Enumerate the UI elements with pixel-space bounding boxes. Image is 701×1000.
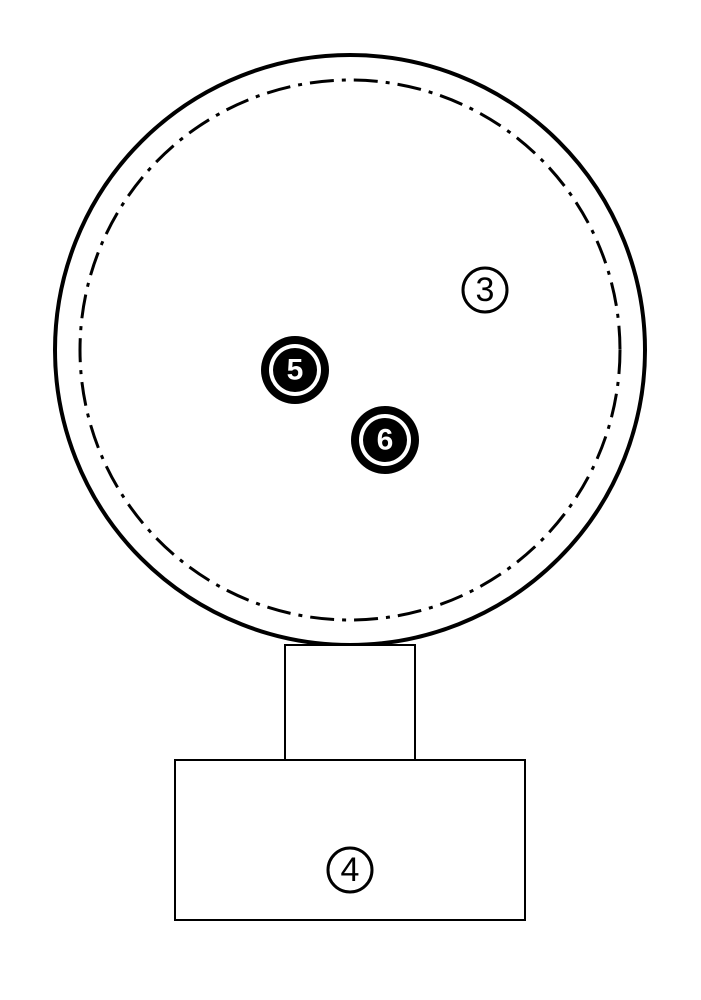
callout-3-text: 3 bbox=[476, 271, 495, 309]
diagram-canvas: 3 5 6 4 bbox=[0, 0, 701, 1000]
base-rect bbox=[175, 760, 525, 920]
callout-4-text: 4 bbox=[341, 851, 360, 889]
callout-5-text: 5 bbox=[287, 354, 304, 387]
neck-rect bbox=[285, 645, 415, 760]
outer-circle bbox=[55, 55, 645, 645]
callout-3: 3 bbox=[463, 268, 507, 312]
callout-5: 5 bbox=[261, 336, 329, 404]
callout-6-text: 6 bbox=[377, 424, 394, 457]
callout-6: 6 bbox=[351, 406, 419, 474]
inner-dashed-circle bbox=[80, 80, 620, 620]
callout-4: 4 bbox=[328, 848, 372, 892]
